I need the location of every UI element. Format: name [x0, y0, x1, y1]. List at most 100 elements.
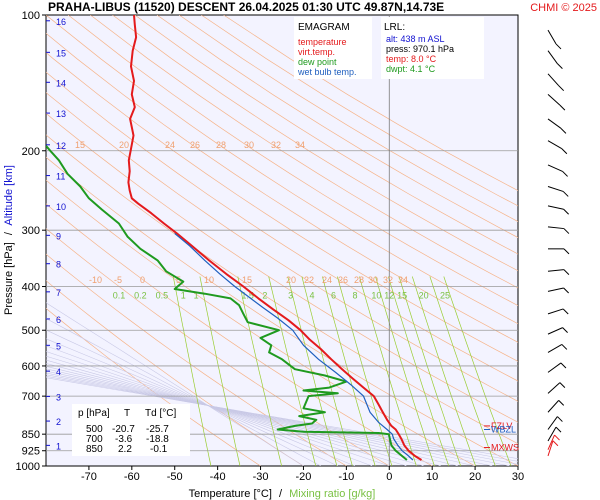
wind-barb [547, 426, 562, 442]
x-tick-label: 30 [512, 471, 524, 483]
legend-item-dew-point: dew point [298, 57, 337, 67]
mixing-ratio-label: 8 [352, 291, 357, 301]
y-tick-label: 700 [22, 391, 40, 403]
wind-barb-flag [557, 416, 563, 422]
isotherm-label: -10 [89, 275, 102, 285]
lrl-title: LRL: [384, 22, 405, 33]
mixing-ratio-line [172, 276, 212, 466]
mixing-ratio-line [429, 276, 496, 466]
wind-barb-flag [558, 400, 565, 406]
legend-item-wet-bulb: wet bulb temp. [297, 67, 357, 77]
table-header-td: Td [°C] [145, 408, 176, 419]
y-tick-label: 1000 [16, 461, 40, 473]
wind-barb-staff [547, 416, 558, 430]
isotherm-label: 22 [304, 275, 314, 285]
mixing-ratio-label: 2 [262, 291, 267, 301]
series-temperature [127, 15, 423, 461]
wind-barb-flag [561, 344, 568, 350]
wind-barb-flag [563, 208, 570, 215]
isotherm-label: 34 [295, 140, 305, 150]
wind-barb-staff [547, 308, 564, 315]
series-dew-point [46, 145, 408, 461]
moist-adiabat [46, 376, 518, 462]
isotherm-label: 20 [119, 140, 129, 150]
wind-barb-staff [547, 362, 562, 373]
wind-barb-flag [562, 171, 568, 177]
wind-barb-staff [547, 185, 564, 192]
wind-barb-staff [547, 140, 563, 150]
copyright: CHMI © 2025 [530, 2, 597, 14]
wind-barb [547, 29, 562, 50]
lrl-box: LRL: alt: 438 m ASL press: 970.1 hPa tem… [381, 17, 484, 79]
altitude-tick-label: 12 [56, 141, 66, 151]
wind-barb-staff [547, 287, 564, 292]
mixing-ratio-label: 10 [371, 291, 381, 301]
mixing-ratio-label: 15 [397, 291, 407, 301]
isotherm-label: 0 [140, 275, 145, 285]
moist-adiabat [46, 365, 458, 466]
table-header-p: p [hPa] [78, 408, 110, 419]
mixing-ratio-line [443, 276, 512, 466]
isotherm-label: 32 [383, 275, 393, 285]
altitude-tick-label: 1 [56, 441, 61, 451]
dry-adiabat [46, 71, 518, 382]
altitude-tick-label: 15 [56, 48, 66, 58]
y-axis-label: Pressure [hPa] / Altitude [km] [3, 165, 15, 315]
grid [46, 15, 518, 466]
mixing-ratio-line [398, 276, 462, 466]
isotherm-label: 26 [190, 140, 200, 150]
x-tick-label: 20 [469, 471, 481, 483]
wind-barb-staff [547, 440, 554, 457]
legend-box [294, 17, 372, 79]
x-tick-label: -70 [81, 471, 97, 483]
chart-title: PRAHA-LIBUS (11520) DESCENT 26.04.2025 0… [48, 0, 444, 14]
table-cell: -20.7 [112, 424, 135, 435]
wind-barb-flag [552, 440, 559, 447]
y-tick-label: 500 [22, 325, 40, 337]
mixing-ratio-label: 20 [419, 291, 429, 301]
altitude-tick-label: 8 [56, 260, 61, 270]
dry-adiabat [46, 15, 518, 325]
isotherm-label: 28 [216, 140, 226, 150]
y-tick-label: 925 [22, 446, 40, 458]
dry-adiabat [67, 15, 518, 306]
wind-barb-staff [547, 205, 564, 210]
y-tick-label: 300 [22, 225, 40, 237]
dry-adiabat [46, 32, 518, 343]
mixing-ratio-label: 1 [181, 291, 186, 301]
moist-adiabat [46, 374, 518, 465]
table-cell: -3.6 [115, 434, 133, 445]
dry-adiabat [134, 15, 518, 255]
isotherm-label: 30 [368, 275, 378, 285]
mixing-ratio-line [287, 276, 338, 466]
wind-barb-staff [547, 73, 560, 87]
level-table-background [72, 404, 190, 456]
isotherm-label: 24 [165, 140, 175, 150]
wind-barb-flag [562, 191, 569, 197]
moist-adiabat [46, 377, 518, 459]
mixing-ratio-line [359, 276, 417, 466]
wind-barb [547, 400, 565, 413]
isotherm-label: 15 [242, 275, 252, 285]
altitude-tick-label: 13 [56, 109, 66, 119]
lrl-pressure: press: 970.1 hPa [386, 44, 454, 54]
mixing-ratio-label: 25 [440, 291, 450, 301]
mixing-ratio-label: 0.2 [134, 291, 147, 301]
altitude-tick-label: 14 [56, 78, 66, 88]
moist-adiabat [46, 368, 476, 466]
wind-barb-flag [563, 248, 570, 255]
wind-barb [547, 416, 563, 430]
wind-barb-flag [563, 228, 570, 234]
wind-barb-flag [559, 104, 566, 111]
y-tick-label: 850 [22, 429, 40, 441]
lrl-temperature: temp: 8.0 °C [386, 54, 437, 64]
isotherm-label: 32 [271, 140, 281, 150]
legend: EMAGRAM temperature virt.temp. dew point… [294, 17, 372, 79]
x-tick-label: 0 [386, 471, 392, 483]
x-tick-label: -60 [124, 471, 140, 483]
x-tick-label: -50 [167, 471, 183, 483]
table-cell: -0.1 [150, 444, 168, 455]
isotherm-label: -5 [114, 275, 122, 285]
table-cell: -18.8 [146, 434, 169, 445]
